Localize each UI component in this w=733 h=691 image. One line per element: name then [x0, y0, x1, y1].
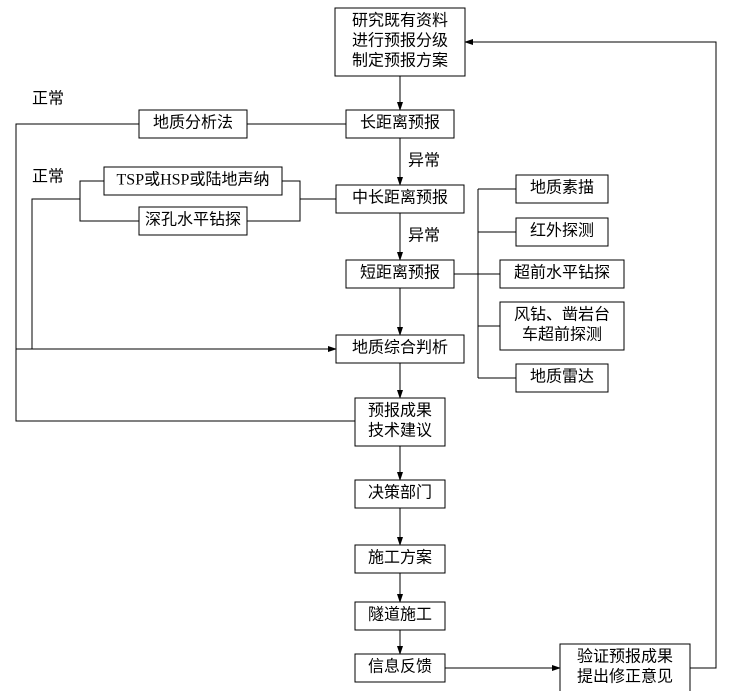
- node-text: 地质雷达: [530, 368, 594, 386]
- edge-label: 正常: [32, 90, 64, 108]
- node-text: 施工方案: [368, 549, 432, 567]
- node-text: 决策部门: [368, 484, 432, 502]
- node-text: 技术建议: [368, 422, 432, 440]
- node-text: 长距离预报: [360, 114, 440, 132]
- flowchart: 研究既有资料进行预报分级制定预报方案长距离预报地质分析法中长距离预报TSP或HS…: [0, 0, 733, 691]
- node-n3: 中长距离预报: [336, 185, 464, 213]
- node-text: 地质分析法: [153, 114, 233, 132]
- node-text: 车超前探测: [522, 326, 602, 344]
- node-text: 制定预报方案: [352, 52, 448, 70]
- edge-label: 异常: [408, 152, 440, 170]
- node-text: 信息反馈: [368, 658, 432, 676]
- node-n14: 决策部门: [355, 480, 445, 508]
- node-n4: TSP或HSP或陆地声纳: [104, 167, 282, 195]
- node-text: TSP或HSP或陆地声纳: [117, 171, 270, 189]
- node-n9: 超前水平钻探: [500, 260, 624, 288]
- node-text: 中长距离预报: [352, 189, 448, 207]
- node-n11: 地质雷达: [516, 364, 608, 392]
- node-n12: 地质综合判析: [336, 335, 464, 363]
- node-n7: 地质素描: [516, 175, 608, 203]
- edge: [282, 181, 336, 199]
- node-n1: 长距离预报: [346, 110, 454, 138]
- node-text: 进行预报分级: [352, 32, 448, 50]
- node-text: 红外探测: [530, 222, 594, 240]
- node-text: 超前水平钻探: [514, 264, 610, 282]
- node-text: 隧道施工: [368, 606, 432, 624]
- edge: [247, 199, 336, 221]
- node-n13: 预报成果技术建议: [355, 398, 445, 446]
- node-n0: 研究既有资料进行预报分级制定预报方案: [335, 8, 465, 76]
- node-text: 预报成果: [368, 402, 432, 420]
- node-text: 地质素描: [530, 179, 594, 197]
- node-n15: 施工方案: [355, 545, 445, 573]
- node-n16: 隧道施工: [355, 602, 445, 630]
- node-n6: 短距离预报: [346, 260, 454, 288]
- edge: [16, 124, 336, 349]
- node-text: 深孔水平钻探: [145, 211, 241, 229]
- node-n2: 地质分析法: [139, 110, 247, 138]
- edge: [465, 42, 716, 668]
- node-n5: 深孔水平钻探: [139, 207, 247, 235]
- node-n8: 红外探测: [516, 218, 608, 246]
- node-n10: 风钻、凿岩台车超前探测: [500, 302, 624, 350]
- node-text: 短距离预报: [360, 264, 440, 282]
- node-text: 地质综合判析: [352, 339, 448, 357]
- node-n18: 验证预报成果提出修正意见: [560, 644, 690, 691]
- node-text: 提出修正意见: [577, 667, 673, 686]
- node-text: 风钻、凿岩台: [514, 306, 610, 324]
- node-text: 验证预报成果: [577, 648, 673, 666]
- node-text: 研究既有资料: [352, 12, 448, 30]
- edge-label: 正常: [32, 168, 64, 186]
- node-n17: 信息反馈: [355, 654, 445, 682]
- edge-label: 异常: [408, 227, 440, 245]
- edge: [16, 349, 355, 421]
